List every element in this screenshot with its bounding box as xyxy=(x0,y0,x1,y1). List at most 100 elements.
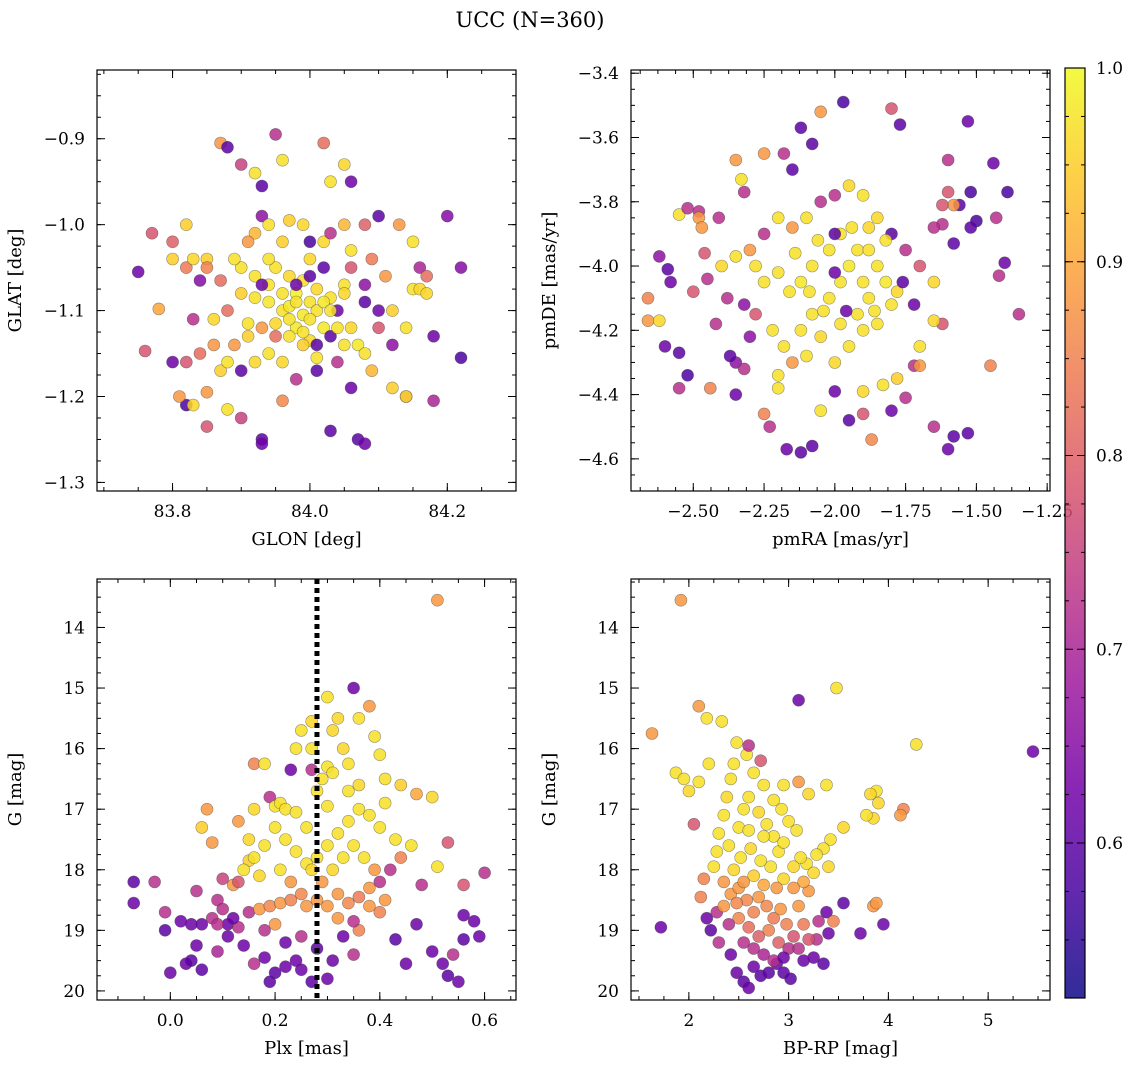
data-point xyxy=(317,136,331,150)
data-point xyxy=(166,355,179,369)
data-point xyxy=(214,274,227,287)
x-tick-label: 84.2 xyxy=(428,502,466,522)
x-tick-label: −1.25 xyxy=(1021,502,1073,522)
data-point xyxy=(672,208,686,221)
data-point xyxy=(415,878,429,892)
data-point xyxy=(276,287,289,300)
plot-area xyxy=(127,579,491,1000)
data-point xyxy=(386,338,399,352)
data-point xyxy=(294,930,308,943)
data-point xyxy=(742,824,756,837)
data-point xyxy=(797,917,810,931)
data-point xyxy=(702,757,716,771)
data-point xyxy=(729,388,743,401)
data-point xyxy=(842,179,856,192)
data-point xyxy=(752,890,766,904)
data-point xyxy=(284,763,298,777)
data-point xyxy=(862,291,876,305)
data-point xyxy=(363,899,376,913)
data-point xyxy=(754,754,768,768)
data-point xyxy=(845,221,859,234)
data-point xyxy=(870,317,884,331)
plot-area xyxy=(131,128,468,451)
colorbar: 0.6 0.7 0.8 0.9 1.0 xyxy=(1064,59,1123,999)
y-tick-label: 16 xyxy=(63,740,85,760)
data-point xyxy=(317,261,331,274)
data-point xyxy=(794,323,808,337)
data-point xyxy=(717,899,731,913)
data-point xyxy=(743,243,757,257)
data-point xyxy=(777,836,790,849)
data-point xyxy=(899,243,912,257)
data-point xyxy=(326,766,340,780)
data-point xyxy=(760,817,774,831)
data-point xyxy=(358,278,372,292)
data-point xyxy=(331,911,345,925)
data-point xyxy=(682,784,696,798)
data-point xyxy=(321,899,334,913)
data-point xyxy=(185,954,198,967)
data-point xyxy=(807,951,820,964)
data-point xyxy=(777,951,790,964)
y-tick-label: −4.0 xyxy=(578,257,619,277)
data-point xyxy=(200,420,214,433)
data-point xyxy=(964,221,978,234)
data-point xyxy=(822,291,836,305)
data-point xyxy=(805,307,819,321)
data-point xyxy=(735,173,748,186)
data-point xyxy=(262,218,276,231)
data-point xyxy=(747,869,761,883)
data-point xyxy=(303,269,317,283)
colorbar-frame xyxy=(1064,67,1086,999)
axes-frame xyxy=(96,578,517,1001)
data-point xyxy=(742,790,756,804)
data-point xyxy=(276,235,289,249)
data-point xyxy=(279,802,292,816)
data-point xyxy=(326,724,340,737)
data-point xyxy=(180,355,193,369)
data-point xyxy=(737,802,751,816)
data-point xyxy=(766,323,779,337)
data-point xyxy=(822,860,835,874)
data-point xyxy=(258,757,271,771)
data-point xyxy=(927,275,941,289)
data-point xyxy=(652,250,666,263)
data-point xyxy=(720,790,734,804)
data-point xyxy=(195,963,209,977)
data-point xyxy=(757,830,771,843)
data-point xyxy=(747,766,761,780)
data-point xyxy=(757,407,771,421)
data-point xyxy=(828,227,842,241)
axes-frame xyxy=(630,578,1051,1001)
data-point xyxy=(273,896,287,910)
data-point xyxy=(258,839,271,852)
data-point xyxy=(822,243,836,257)
data-point xyxy=(782,814,795,828)
data-point xyxy=(303,252,317,266)
data-point xyxy=(317,235,331,249)
data-point xyxy=(248,269,262,283)
data-point xyxy=(269,261,282,274)
data-point xyxy=(827,914,840,928)
data-point xyxy=(221,930,235,943)
data-point xyxy=(830,681,843,695)
data-point xyxy=(834,317,847,331)
data-point xyxy=(284,893,298,907)
x-tick-label: −2.25 xyxy=(738,502,790,522)
data-point xyxy=(336,851,350,864)
y-tick-label: 18 xyxy=(63,861,85,881)
data-point xyxy=(373,821,387,834)
data-point xyxy=(767,793,781,807)
data-point xyxy=(856,189,870,202)
data-point xyxy=(754,854,768,868)
data-point xyxy=(282,312,296,326)
data-point xyxy=(452,975,465,989)
data-point xyxy=(158,905,172,919)
y-tick-label: 15 xyxy=(63,679,85,699)
data-point xyxy=(324,424,337,438)
data-point xyxy=(441,969,455,983)
data-point xyxy=(344,175,358,188)
data-point xyxy=(737,362,751,376)
colorbar-tick-label: 0.6 xyxy=(1096,834,1123,854)
data-point xyxy=(441,836,455,849)
